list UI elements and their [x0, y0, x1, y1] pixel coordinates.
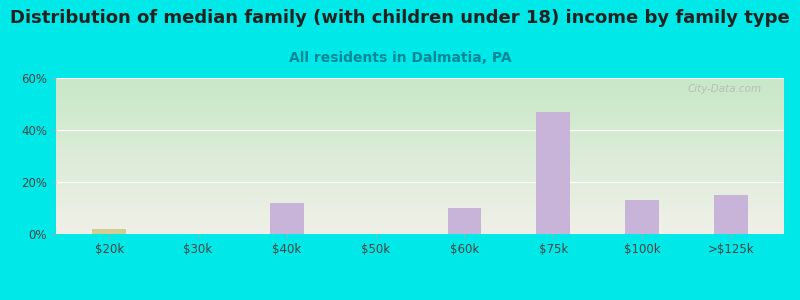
- Text: All residents in Dalmatia, PA: All residents in Dalmatia, PA: [289, 51, 511, 65]
- Bar: [270, 203, 304, 234]
- Bar: [93, 229, 126, 234]
- Text: Distribution of median family (with children under 18) income by family type: Distribution of median family (with chil…: [10, 9, 790, 27]
- Text: City-Data.com: City-Data.com: [688, 84, 762, 94]
- Bar: [447, 208, 482, 234]
- Bar: [536, 112, 570, 234]
- Bar: [714, 195, 747, 234]
- Bar: [625, 200, 659, 234]
